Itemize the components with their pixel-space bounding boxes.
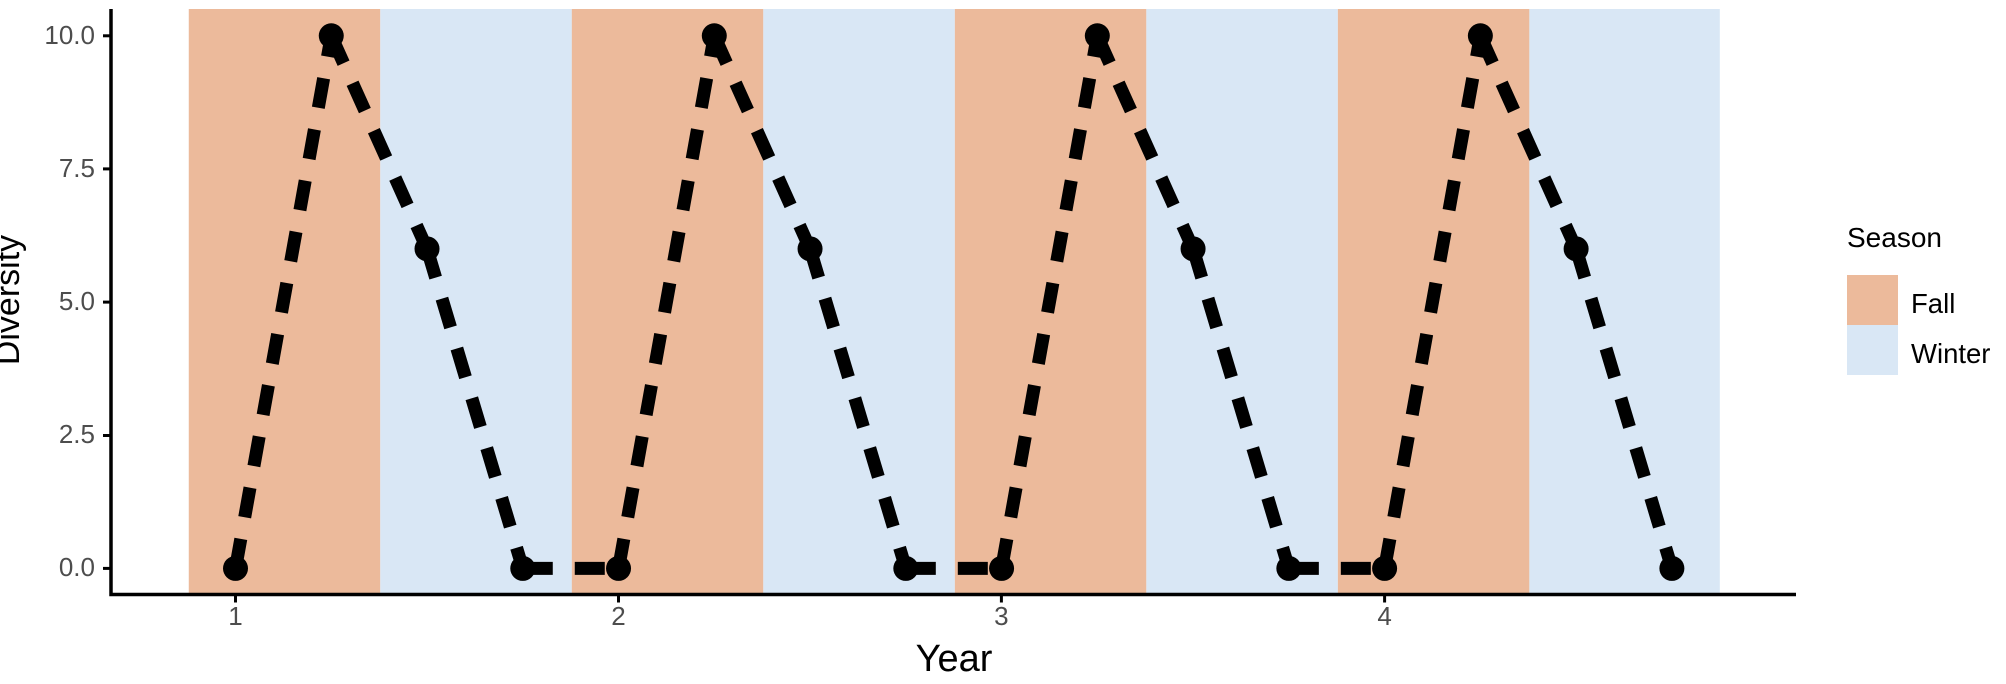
svg-text:Year: Year — [916, 638, 993, 680]
